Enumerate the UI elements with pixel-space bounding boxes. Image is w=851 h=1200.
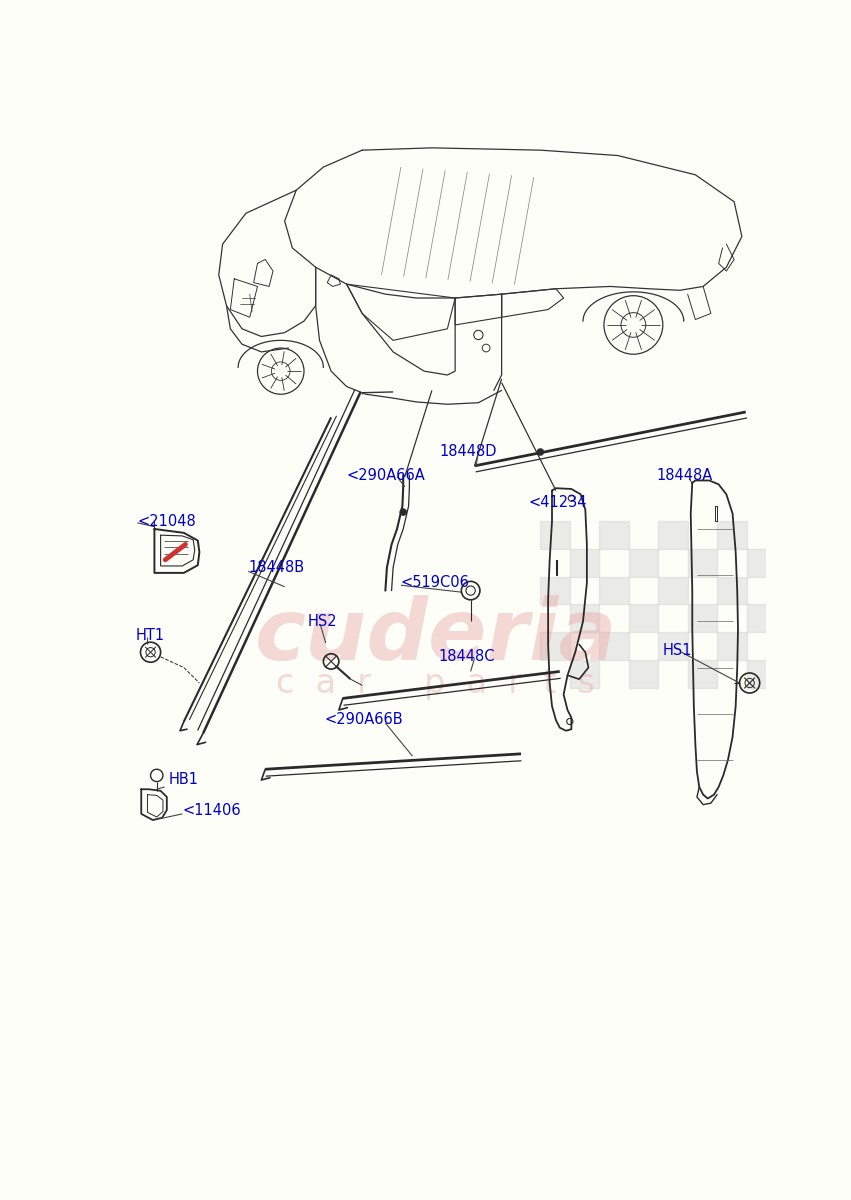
Bar <box>717 632 746 660</box>
Text: <290A66A: <290A66A <box>346 468 426 482</box>
Bar <box>629 660 658 688</box>
Bar <box>540 577 570 605</box>
Bar <box>629 605 658 632</box>
Bar <box>629 550 658 577</box>
Bar <box>688 550 717 577</box>
Circle shape <box>400 509 406 515</box>
Text: <11406: <11406 <box>182 803 241 817</box>
Text: 18448B: 18448B <box>248 560 305 575</box>
Bar <box>570 660 599 688</box>
Text: HS2: HS2 <box>308 614 338 629</box>
Bar <box>717 521 746 550</box>
Bar <box>688 605 717 632</box>
Text: <41234: <41234 <box>528 494 587 510</box>
Bar <box>746 605 776 632</box>
Text: <21048: <21048 <box>137 514 196 529</box>
Text: c  a  r     p  a  r  t  s: c a r p a r t s <box>277 666 595 700</box>
Bar <box>599 632 629 660</box>
Bar <box>570 550 599 577</box>
Text: HT1: HT1 <box>136 628 165 643</box>
Text: HB1: HB1 <box>168 772 198 787</box>
Text: cuderia: cuderia <box>254 595 617 678</box>
Bar <box>599 521 629 550</box>
Text: <290A66B: <290A66B <box>325 713 403 727</box>
Text: 18448D: 18448D <box>440 444 497 460</box>
Bar <box>570 605 599 632</box>
Bar <box>540 521 570 550</box>
Bar <box>746 660 776 688</box>
Bar <box>658 521 688 550</box>
Bar <box>658 577 688 605</box>
Bar <box>658 632 688 660</box>
Text: HS1: HS1 <box>663 643 693 658</box>
Text: <519C06: <519C06 <box>401 576 470 590</box>
Bar <box>717 577 746 605</box>
Text: 18448C: 18448C <box>438 648 494 664</box>
Bar <box>599 577 629 605</box>
Bar <box>688 660 717 688</box>
Bar <box>540 632 570 660</box>
Text: 18448A: 18448A <box>657 468 713 482</box>
Circle shape <box>537 449 544 455</box>
Bar <box>746 550 776 577</box>
